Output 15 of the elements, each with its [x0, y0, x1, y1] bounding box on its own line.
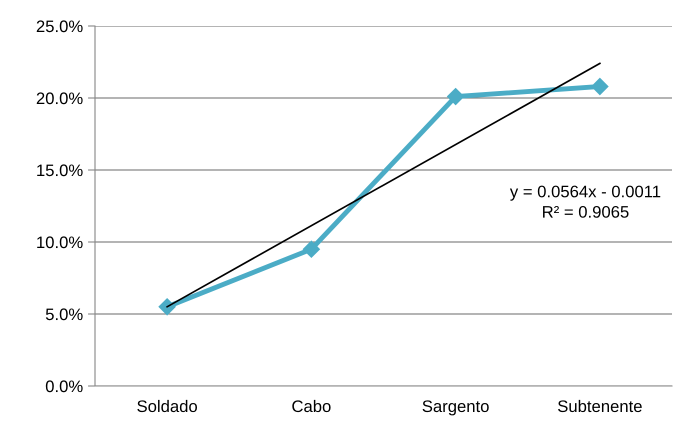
y-tick-label: 20.0% — [36, 92, 83, 104]
x-tick-label: Sargento — [422, 400, 489, 416]
y-tick-label: 25.0% — [36, 20, 83, 32]
point — [447, 88, 464, 106]
point — [158, 298, 176, 316]
point — [591, 78, 608, 96]
x-tick-label: Soldado — [137, 400, 198, 412]
y-tick-label: 0.0% — [46, 380, 83, 392]
y-tick-label: 10.0% — [37, 236, 83, 248]
y-tick-label: 5.0% — [46, 308, 83, 320]
y-tick-label: 15.0% — [37, 164, 83, 176]
annotation: y = 0.0564x - 0.0011 R² = 0.9065 — [510, 186, 660, 218]
point — [302, 240, 320, 258]
x-tick-label: Cabo — [292, 400, 331, 412]
x-tick-label: Subtenente — [558, 400, 642, 412]
